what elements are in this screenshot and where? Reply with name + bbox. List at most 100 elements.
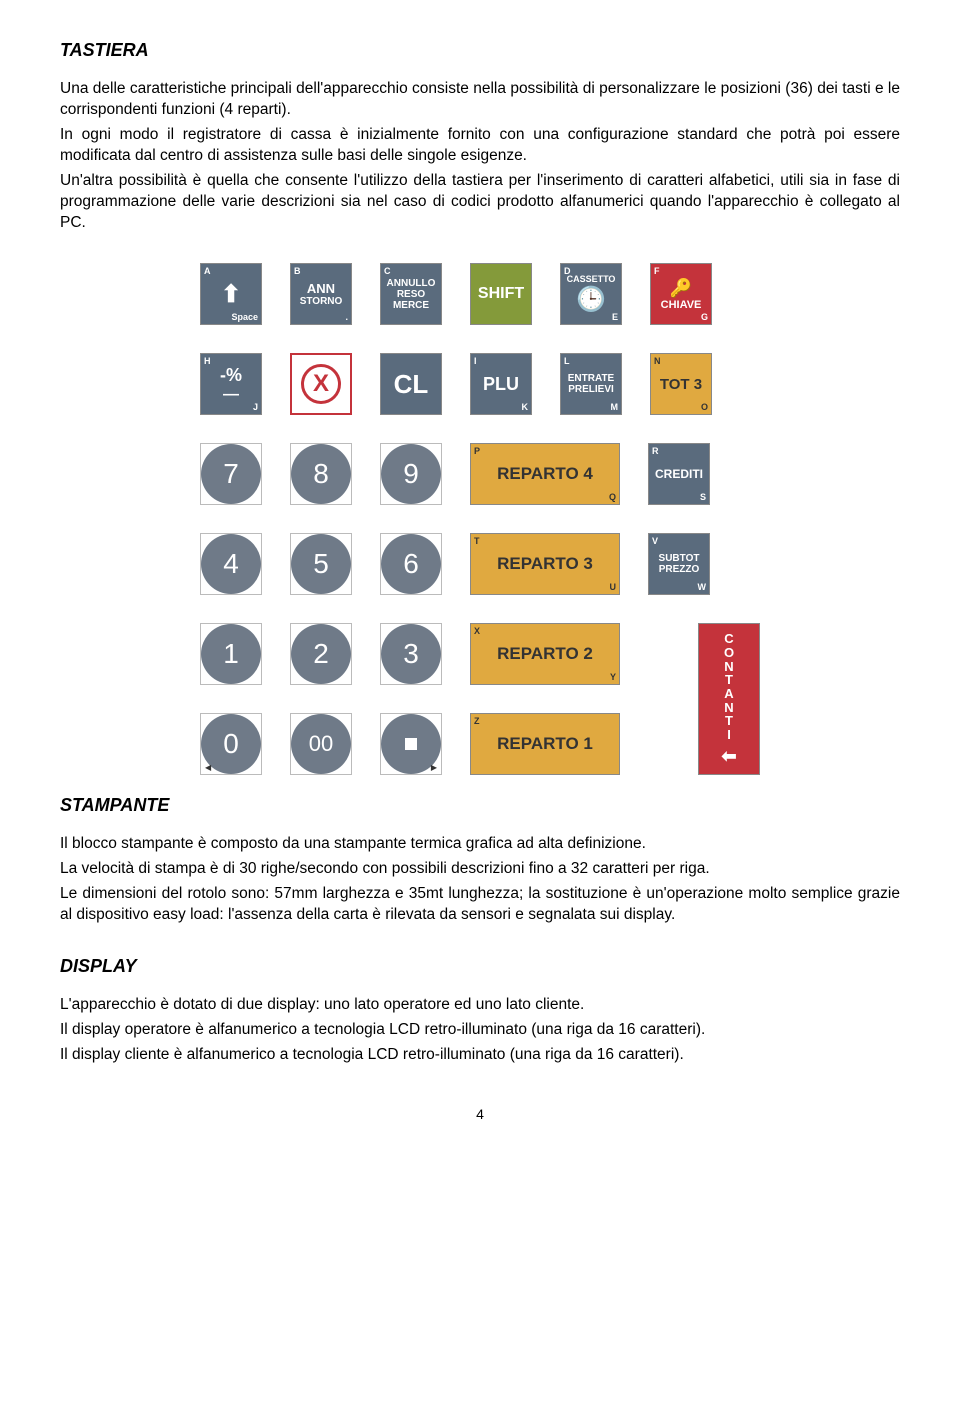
key-label: RESO MERCE [381, 289, 441, 311]
corner-label: Z [474, 716, 480, 726]
num-label: 3 [381, 624, 441, 684]
key-label: -% [220, 365, 242, 386]
key-label: ANN [307, 282, 335, 296]
section3-p1: L'apparecchio è dotato di due display: u… [60, 995, 900, 1016]
key-contanti: CONTANTI ⬅ [698, 623, 760, 775]
corner-label: T [474, 536, 480, 546]
keyboard-row-4: 4 5 6 T REPARTO 3 U V SUBTOT PREZZO W [200, 533, 760, 595]
key-1: 1 [200, 623, 262, 685]
arrow-up-icon: ⬆ [221, 280, 241, 309]
key-icon: 🔑 [670, 278, 692, 299]
key-reparto3: T REPARTO 3 U [470, 533, 620, 595]
section3-title: DISPLAY [60, 956, 900, 977]
key-reparto4: P REPARTO 4 Q [470, 443, 620, 505]
key-6: 6 [380, 533, 442, 595]
key-dot: ▶ [380, 713, 442, 775]
key-shift: SHIFT [470, 263, 532, 325]
section2-p3: Le dimensioni del rotolo sono: 57mm larg… [60, 884, 900, 926]
key-entrate: L ENTRATE PRELIEVI M [560, 353, 622, 415]
key-crediti: R CREDITI S [648, 443, 710, 505]
corner-label: D [564, 266, 571, 276]
corner-label: C [384, 266, 391, 276]
key-reparto1: Z REPARTO 1 [470, 713, 620, 775]
corner-label: R [652, 446, 659, 456]
corner-label: W [698, 582, 707, 592]
num-label: 7 [201, 444, 261, 504]
corner-label: X [474, 626, 480, 636]
corner-label: . [345, 312, 348, 322]
section1-p1: Una delle caratteristiche principali del… [60, 79, 900, 121]
key-label: CASSETTO [567, 275, 616, 285]
section3-p3: Il display cliente è alfanumerico a tecn… [60, 1045, 900, 1066]
key-label: X [301, 364, 341, 404]
section2-p2: La velocità di stampa è di 30 righe/seco… [60, 859, 900, 880]
keyboard-diagram: A ⬆ Space B ANN STORNO . C ANNULLO RESO … [200, 263, 760, 775]
key-00: 00 [290, 713, 352, 775]
key-9: 9 [380, 443, 442, 505]
corner-label: G [701, 312, 708, 322]
key-label: TOT 3 [660, 376, 702, 393]
section2-title: STAMPANTE [60, 795, 900, 816]
key-label-vertical: CONTANTI [724, 632, 734, 741]
corner-label: Y [610, 672, 616, 682]
keyboard-row-6: 0 ◀ 00 ▶ Z REPARTO 1 [200, 713, 760, 775]
triangle-left-icon: ◀ [205, 763, 211, 772]
key-label: PREZZO [659, 564, 700, 575]
key-cl: CL [380, 353, 442, 415]
corner-label: L [564, 356, 570, 366]
key-label: ENTRATE [568, 373, 614, 384]
key-5: 5 [290, 533, 352, 595]
key-subtot: V SUBTOT PREZZO W [648, 533, 710, 595]
section3-p2: Il display operatore è alfanumerico a te… [60, 1020, 900, 1041]
corner-label: K [522, 402, 529, 412]
num-label: 4 [201, 534, 261, 594]
corner-label: F [654, 266, 660, 276]
corner-label: A [204, 266, 211, 276]
key-label: REPARTO 1 [497, 734, 593, 754]
section1-p2: In ogni modo il registratore di cassa è … [60, 125, 900, 167]
triangle-right-icon: ▶ [431, 763, 437, 772]
key-label: REPARTO 3 [497, 554, 593, 574]
corner-label: B [294, 266, 301, 276]
key-0: 0 ◀ [200, 713, 262, 775]
key-tot3: N TOT 3 O [650, 353, 712, 415]
key-label: REPARTO 4 [497, 464, 593, 484]
num-label: 8 [291, 444, 351, 504]
key-label: ANNULLO [387, 278, 436, 289]
key-7: 7 [200, 443, 262, 505]
key-label: CL [394, 369, 429, 400]
num-label: 1 [201, 624, 261, 684]
corner-label: P [474, 446, 480, 456]
section2-p1: Il blocco stampante è composto da una st… [60, 834, 900, 855]
key-label: REPARTO 2 [497, 644, 593, 664]
keyboard-row-3: 7 8 9 P REPARTO 4 Q R CREDITI S [200, 443, 760, 505]
key-label: CREDITI [655, 468, 703, 481]
section1-title: TASTIERA [60, 40, 900, 61]
corner-label: V [652, 536, 658, 546]
corner-label: S [700, 492, 706, 502]
corner-label: U [610, 582, 617, 592]
key-label: STORNO [300, 296, 343, 307]
key-plu: I PLU K [470, 353, 532, 415]
key-cassetto: D CASSETTO 🕒 E [560, 263, 622, 325]
clock-icon: 🕒 [576, 285, 606, 314]
num-label: 5 [291, 534, 351, 594]
key-label: CHIAVE [661, 299, 702, 311]
keyboard-row-5: 1 2 3 X REPARTO 2 Y CONTANTI ⬅ [200, 623, 760, 685]
corner-label: O [701, 402, 708, 412]
key-3: 3 [380, 623, 442, 685]
key-2: 2 [290, 623, 352, 685]
num-label: 9 [381, 444, 441, 504]
key-label: — [223, 386, 239, 404]
num-label: 6 [381, 534, 441, 594]
keyboard-row-1: A ⬆ Space B ANN STORNO . C ANNULLO RESO … [200, 263, 760, 325]
keyboard-row-2: H -% — J X CL I PLU K L [200, 353, 760, 415]
corner-label: Space [231, 312, 258, 322]
key-4: 4 [200, 533, 262, 595]
key-annullo: C ANNULLO RESO MERCE [380, 263, 442, 325]
arrow-left-icon: ⬅ [721, 746, 736, 767]
corner-label: H [204, 356, 211, 366]
key-label: SHIFT [478, 285, 524, 303]
corner-label: J [253, 402, 258, 412]
num-label: 00 [291, 714, 351, 774]
